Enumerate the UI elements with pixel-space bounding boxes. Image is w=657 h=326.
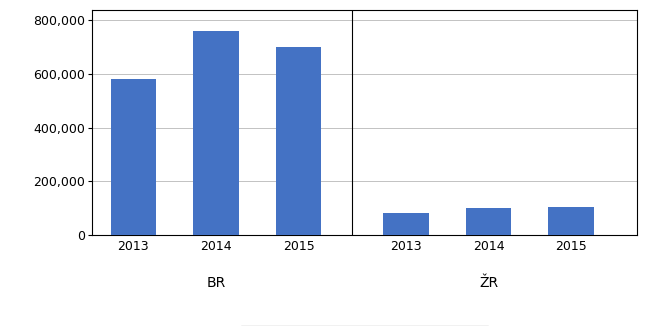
Bar	[383, 213, 428, 235]
Bar	[110, 80, 156, 235]
Text: ŽR: ŽR	[479, 276, 498, 290]
Bar	[276, 47, 321, 235]
Bar	[193, 31, 238, 235]
Bar	[549, 207, 594, 235]
Text: BR: BR	[206, 276, 225, 290]
Bar	[466, 208, 511, 235]
